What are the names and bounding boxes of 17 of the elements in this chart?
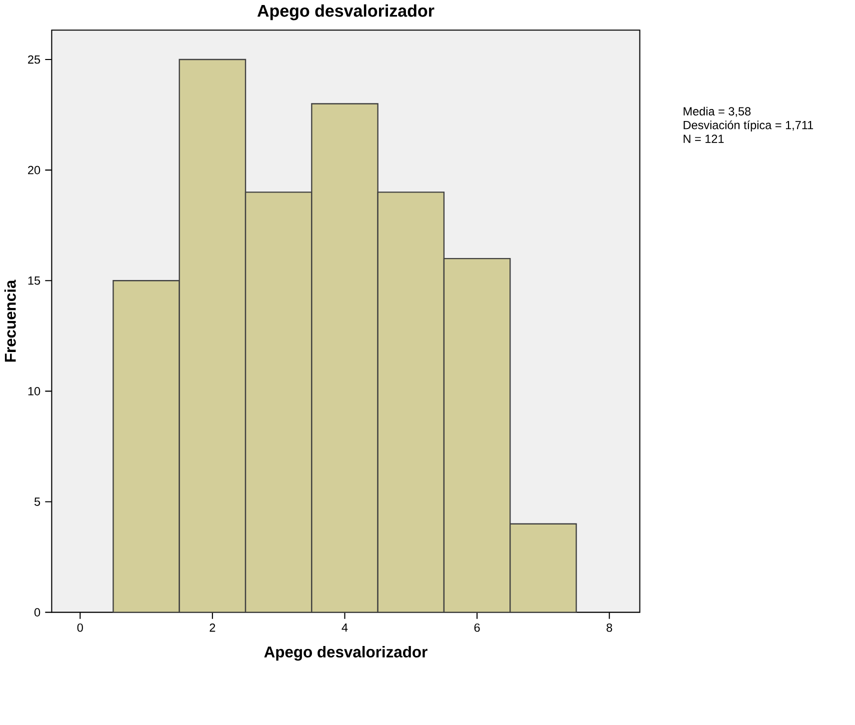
- y-tick-label: 5: [34, 498, 40, 506]
- chart-title: Apego desvalorizador: [257, 4, 434, 20]
- text: Media = 3,58: [684, 106, 751, 117]
- y-tick-label: 25: [28, 55, 40, 64]
- x-tick-label: 2: [210, 623, 216, 632]
- x-tick-label: 0: [77, 623, 83, 632]
- y-axis-title: Frecuencia: [4, 280, 16, 362]
- text: Desviación típica = 1,711: [684, 120, 814, 132]
- x-axis-title: Apego desvalorizador: [264, 646, 428, 661]
- y-tick-label: 0: [34, 608, 40, 616]
- y-tick-label: 15: [28, 276, 40, 285]
- y-tick-label: 20: [28, 166, 40, 174]
- text: N = 121: [684, 134, 724, 143]
- y-tick-label: 10: [28, 386, 40, 396]
- x-tick-label: 6: [474, 623, 480, 632]
- x-tick-label: 4: [342, 623, 348, 632]
- x-tick-label: 8: [606, 623, 612, 632]
